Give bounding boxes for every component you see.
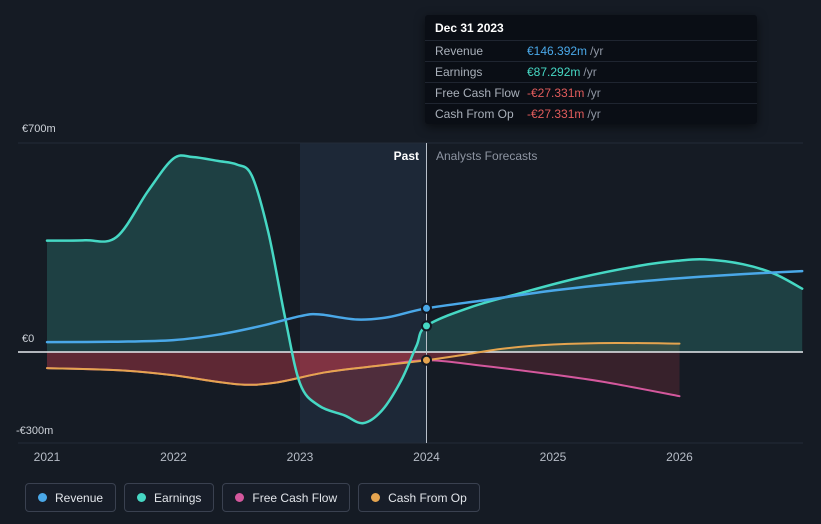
tooltip: Dec 31 2023 Revenue €146.392m /yr Earnin… — [425, 15, 757, 124]
tooltip-value: -€27.331m — [527, 86, 585, 100]
past-label: Past — [393, 149, 419, 163]
tooltip-row-revenue: Revenue €146.392m /yr — [425, 40, 757, 61]
tooltip-value: €87.292m — [527, 65, 581, 79]
cash-from-op-line — [46, 341, 681, 386]
y-axis-label-700m: €700m — [22, 123, 56, 135]
x-axis-label: 2024 — [413, 450, 440, 464]
free-cash-flow-dot-icon — [235, 493, 245, 502]
y-axis-label-zero: €0 — [22, 333, 35, 345]
x-axis-label: 2022 — [160, 450, 187, 464]
tooltip-row-cash-from-op: Cash From Op -€27.331m /yr — [425, 103, 757, 124]
earnings-dot-icon — [137, 493, 147, 502]
cash-from-op-marker-dot[interactable] — [421, 354, 432, 366]
revenue-marker-dot[interactable] — [421, 302, 432, 314]
earnings-line — [45, 154, 804, 425]
x-axis-label: 2023 — [287, 450, 314, 464]
tooltip-label: Cash From Op — [435, 107, 514, 121]
tooltip-value: -€27.331m — [527, 107, 585, 121]
legend-label: Cash From Op — [388, 490, 467, 505]
legend-item-revenue[interactable]: Revenue — [25, 483, 117, 512]
revenue-line — [45, 269, 804, 344]
tooltip-unit: /yr — [587, 107, 601, 121]
tooltip-value: €146.392m — [527, 44, 588, 58]
tooltip-unit: /yr — [590, 44, 604, 58]
past-highlight-band — [300, 143, 427, 443]
legend-label: Earnings — [154, 490, 202, 505]
x-axis-label: 2026 — [666, 450, 693, 464]
earnings-area-positive — [47, 155, 803, 352]
x-axis-label: 2021 — [34, 450, 61, 464]
legend-label: Free Cash Flow — [252, 490, 338, 505]
forecast-label: Analysts Forecasts — [436, 149, 538, 163]
x-axis-label: 2025 — [540, 450, 567, 464]
tooltip-date: Dec 31 2023 — [435, 21, 504, 35]
earnings-marker-dot[interactable] — [421, 320, 432, 332]
tooltip-unit: /yr — [587, 86, 601, 100]
tooltip-row-earnings: Earnings €87.292m /yr — [425, 61, 757, 82]
cash-from-op-dot-icon — [371, 493, 381, 502]
tooltip-label: Earnings — [435, 65, 483, 79]
cash-from-op-area-negative — [47, 352, 680, 385]
legend-label: Revenue — [55, 490, 104, 505]
legend-item-cash-from-op[interactable]: Cash From Op — [358, 483, 480, 512]
legend: Revenue Earnings Free Cash Flow Cash Fro… — [25, 483, 480, 512]
y-axis-label-neg300m: -€300m — [16, 425, 54, 437]
free-cash-flow-area-negative — [47, 352, 680, 397]
legend-item-earnings[interactable]: Earnings — [124, 483, 215, 512]
revenue-dot-icon — [38, 493, 47, 502]
tooltip-label: Revenue — [435, 44, 484, 58]
cash-from-op-area-positive — [47, 342, 680, 352]
tooltip-unit: /yr — [583, 65, 597, 79]
tooltip-row-free-cash-flow: Free Cash Flow -€27.331m /yr — [425, 82, 757, 103]
legend-item-free-cash-flow[interactable]: Free Cash Flow — [222, 483, 351, 512]
tooltip-label: Free Cash Flow — [435, 86, 520, 100]
